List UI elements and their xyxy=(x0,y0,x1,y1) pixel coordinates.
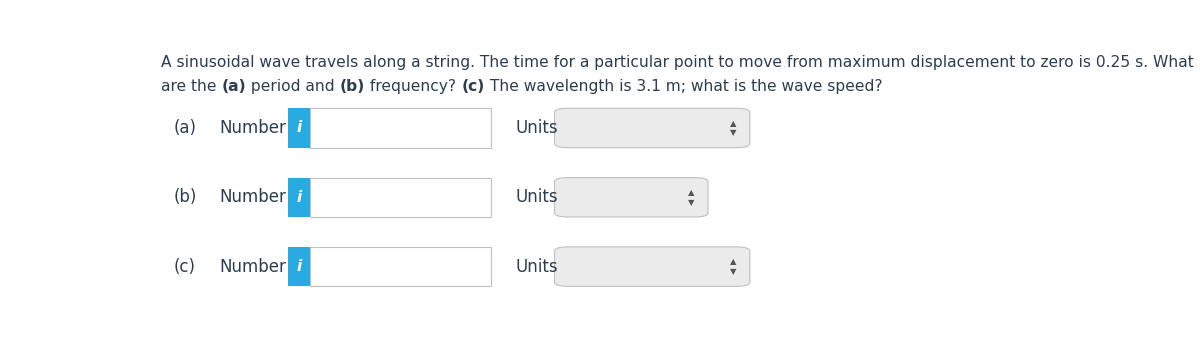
FancyBboxPatch shape xyxy=(554,108,750,148)
Text: (c): (c) xyxy=(173,258,196,276)
Text: (b): (b) xyxy=(173,188,197,206)
FancyBboxPatch shape xyxy=(288,247,310,286)
Text: i: i xyxy=(296,259,301,274)
Text: i: i xyxy=(296,190,301,205)
Text: ▲: ▲ xyxy=(730,257,737,266)
Text: A sinusoidal wave travels along a string. The time for a particular point to mov: A sinusoidal wave travels along a string… xyxy=(161,55,1194,70)
FancyBboxPatch shape xyxy=(554,178,708,217)
Text: Number: Number xyxy=(220,119,287,137)
Text: Units: Units xyxy=(516,188,558,206)
Text: ▼: ▼ xyxy=(730,128,737,137)
Text: The wavelength is 3.1 m; what is the wave speed?: The wavelength is 3.1 m; what is the wav… xyxy=(485,79,882,94)
Text: ▲: ▲ xyxy=(730,119,737,127)
Text: (c): (c) xyxy=(461,79,485,94)
FancyBboxPatch shape xyxy=(554,247,750,286)
Text: (a): (a) xyxy=(222,79,246,94)
Text: ▼: ▼ xyxy=(688,198,695,207)
Text: period and: period and xyxy=(246,79,340,94)
Text: frequency?: frequency? xyxy=(365,79,461,94)
Text: ▼: ▼ xyxy=(730,267,737,276)
Text: Number: Number xyxy=(220,258,287,276)
FancyBboxPatch shape xyxy=(288,178,310,217)
FancyBboxPatch shape xyxy=(288,108,310,148)
Text: ▲: ▲ xyxy=(688,188,695,197)
FancyBboxPatch shape xyxy=(310,178,491,217)
Text: i: i xyxy=(296,120,301,136)
FancyBboxPatch shape xyxy=(310,108,491,148)
Text: Number: Number xyxy=(220,188,287,206)
Text: (b): (b) xyxy=(340,79,365,94)
FancyBboxPatch shape xyxy=(310,247,491,286)
Text: Units: Units xyxy=(516,119,558,137)
Text: (a): (a) xyxy=(173,119,197,137)
Text: are the: are the xyxy=(161,79,222,94)
Text: Units: Units xyxy=(516,258,558,276)
